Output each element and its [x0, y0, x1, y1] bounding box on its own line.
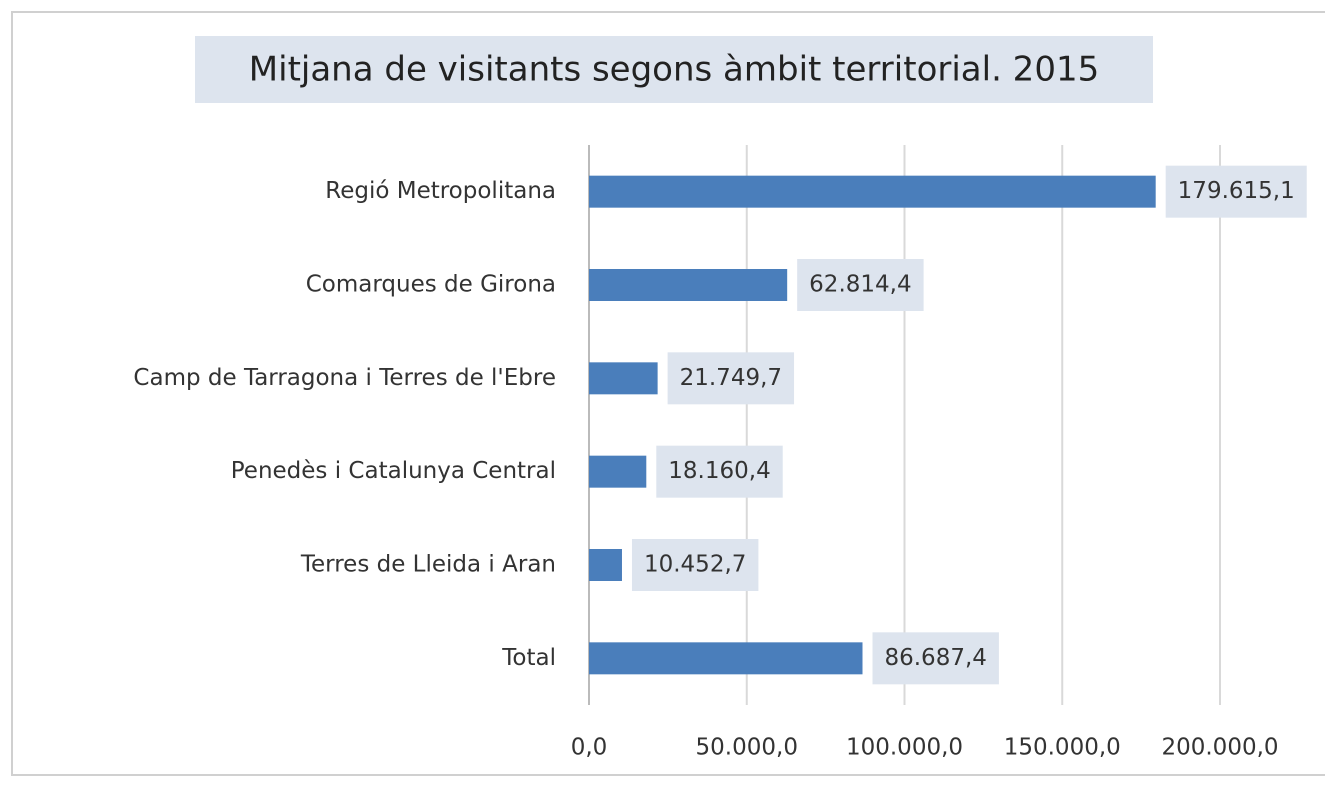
value-label: 62.814,4 [809, 272, 911, 298]
y-tick-label: Total [501, 645, 556, 671]
y-tick-label: Camp de Tarragona i Terres de l'Ebre [133, 365, 556, 391]
value-label-box [872, 632, 999, 685]
value-label-box [797, 259, 924, 311]
bar [589, 175, 1156, 208]
chart-frame [11, 11, 1325, 776]
x-tick-label: 200.000,0 [1161, 735, 1278, 761]
value-label: 179.615,1 [1178, 178, 1295, 204]
x-tick-label: 50.000,0 [696, 735, 798, 761]
title-box [195, 36, 1153, 103]
y-tick-label: Terres de Lleida i Aran [300, 552, 556, 578]
bar [589, 455, 647, 488]
y-tick-label: Regió Metropolitana [325, 178, 556, 204]
x-tick-label: 150.000,0 [1004, 735, 1121, 761]
bar [589, 642, 863, 675]
value-label: 86.687,4 [884, 645, 986, 671]
value-label: 21.749,7 [680, 365, 782, 391]
value-label: 18.160,4 [668, 458, 770, 484]
bar [589, 269, 788, 301]
value-label-box [631, 539, 759, 591]
x-tick-label: 0,0 [571, 735, 608, 761]
chart-title: Mitjana de visitants segons àmbit territ… [249, 50, 1099, 90]
y-tick-label: Comarques de Girona [306, 272, 556, 298]
value-label-box [1165, 165, 1307, 218]
value-label: 10.452,7 [644, 552, 746, 578]
y-tick-label: Penedès i Catalunya Central [231, 458, 556, 484]
value-label-box [656, 445, 783, 498]
value-label-box [667, 352, 795, 405]
bar [589, 362, 658, 395]
bar [589, 549, 622, 581]
x-tick-label: 100.000,0 [846, 735, 963, 761]
